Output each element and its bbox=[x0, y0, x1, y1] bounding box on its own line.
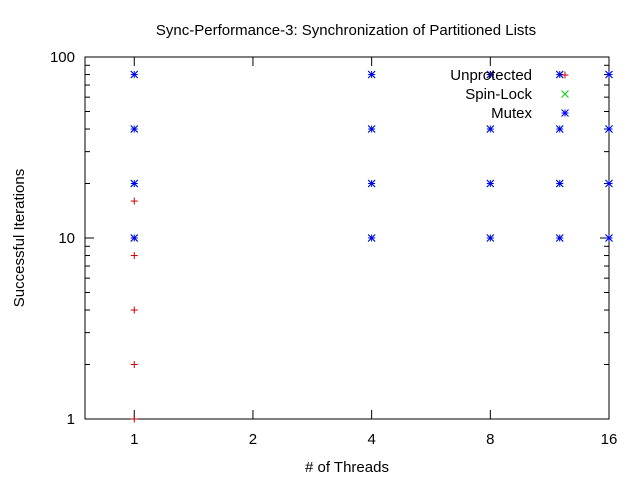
data-point bbox=[555, 234, 564, 242]
legend-marker bbox=[561, 109, 569, 117]
data-point bbox=[130, 197, 138, 205]
data-point bbox=[130, 415, 138, 423]
x-tick-label: 16 bbox=[601, 431, 618, 448]
data-point bbox=[367, 125, 376, 133]
legend-label: Unprotected bbox=[450, 67, 532, 84]
x-axis-label: # of Threads bbox=[305, 459, 389, 476]
x-axis: 1 2 4 8 16 bbox=[130, 57, 617, 448]
legend-marker bbox=[561, 71, 569, 79]
x-tick-label: 4 bbox=[367, 431, 375, 448]
y-tick-label: 10 bbox=[58, 230, 75, 247]
legend: Unprotected Spin-Lock Mutex bbox=[450, 67, 569, 122]
y-axis: 1 10 100 bbox=[50, 49, 609, 428]
data-point bbox=[130, 125, 139, 133]
y-tick-label: 100 bbox=[50, 49, 75, 66]
data-point bbox=[605, 70, 613, 79]
chart-title: Sync-Performance-3: Synchronization of P… bbox=[156, 22, 536, 39]
data-point bbox=[130, 179, 139, 188]
legend-marker bbox=[561, 90, 569, 98]
data-point bbox=[130, 361, 138, 369]
series-layer bbox=[130, 70, 613, 423]
data-point bbox=[486, 234, 495, 242]
data-point bbox=[367, 179, 376, 188]
data-point bbox=[130, 234, 139, 242]
data-point bbox=[130, 70, 139, 79]
legend-label: Spin-Lock bbox=[465, 86, 532, 103]
data-point bbox=[605, 179, 613, 188]
data-point bbox=[605, 234, 613, 242]
x-tick-label: 8 bbox=[486, 431, 494, 448]
data-point bbox=[130, 252, 138, 260]
series-mutex bbox=[130, 70, 613, 242]
series-unprotected bbox=[130, 71, 494, 423]
x-tick-label: 1 bbox=[130, 431, 138, 448]
y-axis-label: Successful Iterations bbox=[11, 169, 28, 307]
data-point bbox=[486, 179, 495, 188]
x-tick-label: 2 bbox=[249, 431, 257, 448]
data-point bbox=[555, 125, 564, 133]
data-point bbox=[130, 306, 138, 314]
data-point bbox=[555, 179, 564, 188]
data-point bbox=[367, 234, 376, 242]
data-point bbox=[486, 70, 495, 79]
data-point bbox=[486, 125, 495, 133]
legend-label: Mutex bbox=[491, 105, 532, 122]
data-point bbox=[605, 125, 613, 133]
series-spin-lock bbox=[130, 70, 613, 242]
data-point bbox=[367, 70, 376, 79]
y-tick-label: 1 bbox=[67, 411, 75, 428]
